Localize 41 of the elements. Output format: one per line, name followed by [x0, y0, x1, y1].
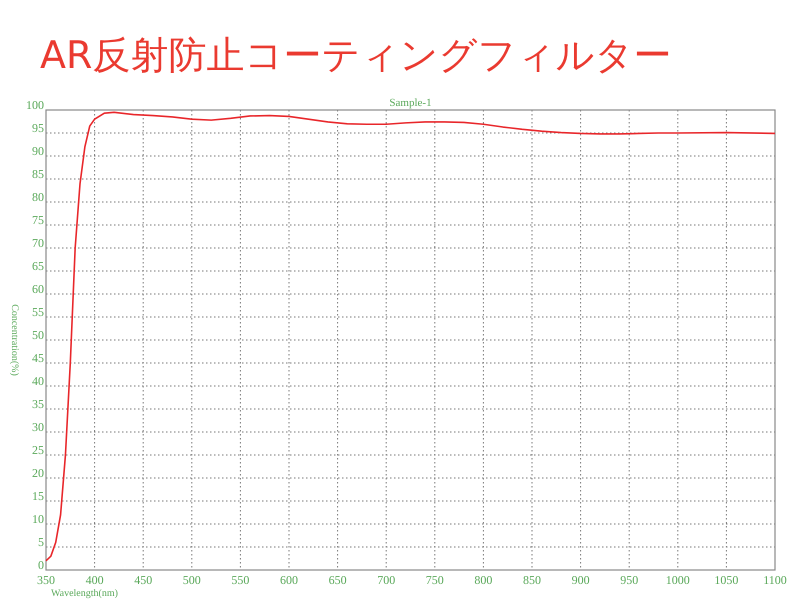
x-tick-label: 350 [37, 573, 55, 587]
x-tick-label: 650 [328, 573, 347, 587]
x-axis-title: Wavelength(nm) [51, 588, 118, 599]
y-tick-label: 60 [32, 282, 44, 296]
y-tick-label: 75 [32, 213, 44, 227]
x-tick-label: 700 [377, 573, 396, 587]
y-tick-label: 70 [32, 236, 44, 250]
chart-title: AR反射防止コーティングフィルター [40, 33, 672, 77]
y-tick-label: 95 [32, 121, 44, 135]
y-tick-label: 50 [32, 328, 44, 342]
x-tick-label: 800 [474, 573, 492, 587]
y-tick-label: 10 [32, 512, 44, 526]
chart-subtitle: Sample-1 [389, 97, 432, 109]
y-tick-label: 80 [32, 190, 44, 204]
x-tick-label: 1100 [763, 573, 787, 587]
y-tick-label: 30 [32, 420, 44, 434]
x-tick-label: 400 [86, 573, 104, 587]
x-tick-label: 500 [182, 573, 201, 587]
y-tick-label: 100 [26, 98, 44, 112]
y-tick-label: 85 [32, 167, 44, 181]
x-tick-label: 950 [620, 573, 638, 587]
y-tick-label: 25 [32, 443, 44, 457]
x-tick-label: 850 [523, 573, 541, 587]
x-tick-label: 1000 [666, 573, 690, 587]
y-tick-label: 40 [32, 374, 44, 388]
x-tick-label: 600 [280, 573, 298, 587]
y-tick-label: 5 [38, 535, 44, 549]
y-tick-label: 35 [32, 397, 44, 411]
x-tick-label: 450 [134, 573, 152, 587]
y-tick-label: 55 [32, 305, 44, 319]
y-tick-label: 15 [32, 489, 44, 503]
x-tick-label: 900 [572, 573, 590, 587]
y-tick-label: 45 [32, 351, 44, 365]
y-tick-label: 0 [38, 558, 44, 572]
x-tick-label: 750 [426, 573, 444, 587]
y-tick-label: 20 [32, 466, 44, 480]
y-tick-label: 65 [32, 259, 44, 273]
y-tick-label: 90 [32, 144, 44, 158]
x-tick-label: 1050 [714, 573, 738, 587]
y-axis-title: Concentration(%) [9, 304, 20, 376]
x-tick-label: 550 [231, 573, 250, 587]
